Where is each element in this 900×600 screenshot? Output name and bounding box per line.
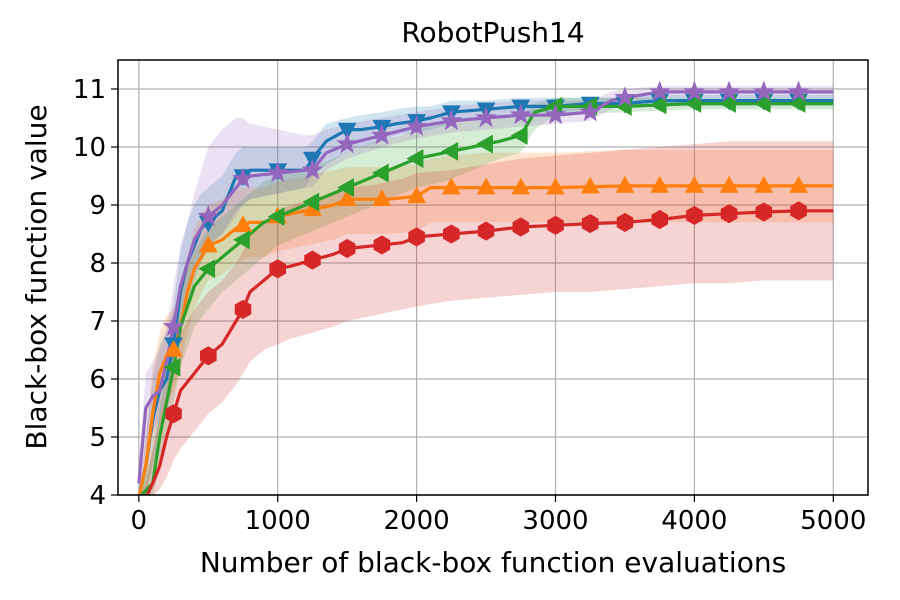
series-2-marker [232,230,250,250]
x-tick-label: 0 [131,506,148,536]
series-2-marker [476,134,493,154]
series-2-marker [510,126,528,145]
series-2-marker [337,178,354,197]
series-4-marker [232,167,254,189]
series-2-marker [198,259,216,279]
y-tick-label: 8 [89,249,106,279]
series-2-marker [371,163,389,183]
x-tick-label: 2000 [384,506,450,536]
series-3-marker [512,217,530,237]
series-markers [162,80,810,424]
series-4-marker [197,205,220,226]
series-1-marker [719,175,739,193]
series-1-marker [684,175,704,193]
series-1-marker [233,215,253,233]
series-3-marker [165,404,182,424]
series-2-marker [753,94,771,113]
series-1-marker [754,175,774,193]
series-1-marker [407,186,427,204]
series-2-marker [163,357,181,377]
series-1-marker [511,177,531,195]
series-1-marker [372,189,392,206]
series-4-marker [371,124,393,145]
series-2-marker [719,94,736,113]
series-0-marker [337,122,357,140]
y-tick-label: 11 [73,75,106,105]
series-2-marker [441,141,459,161]
y-tick-label: 5 [89,423,106,453]
series-2-marker [788,94,806,113]
plot-frame [117,59,869,496]
series-3-marker [373,235,391,255]
series-4-marker [753,80,775,102]
series-1-marker [164,339,183,357]
series-1-marker [546,177,565,195]
axis-ticks: 0 1000 2000 3000 4000 5000 4 5 6 7 8 9 10 11 [73,75,866,536]
series-3-marker [790,201,807,221]
grid [118,60,868,496]
series-2-marker [302,192,320,212]
y-tick-label: 9 [89,191,106,221]
series-2-marker [649,95,667,115]
series-4-marker [579,100,601,122]
x-tick-label: 5000 [800,506,866,536]
series-4-marker [510,103,532,125]
series-3-marker [408,227,425,247]
series-3-marker [269,259,286,279]
series-1-marker [650,175,670,193]
series-1-marker [337,189,357,206]
chart-title: RobotPush14 [401,16,584,49]
series-1-marker [441,177,461,195]
series-3-marker [234,299,252,319]
series-1-marker [789,175,808,193]
x-axis-label: Number of black-box function evaluations [200,546,786,579]
series-3-marker [720,204,738,224]
series-2-marker [684,94,702,113]
series-4-marker [475,106,497,128]
series-4-marker [683,80,706,102]
series-4-marker [440,109,463,131]
series-3-marker [338,238,356,259]
series-3-marker [200,346,217,366]
y-tick-label: 7 [89,307,106,337]
series-4-marker [301,158,324,180]
series-1-marker [615,175,635,193]
series-4-marker [718,80,740,102]
series-3-marker [304,250,321,270]
x-tick-label: 1000 [245,506,311,536]
series-3-marker [686,205,703,225]
x-tick-label: 4000 [661,506,727,536]
series-4-marker [405,115,428,136]
series-4-marker [544,103,567,125]
series-1-marker [580,176,600,194]
series-3-marker [581,214,599,234]
series-4-marker [614,86,636,107]
series-3-marker [477,221,495,241]
series-1-band [139,149,834,495]
x-tick-label: 3000 [522,506,588,536]
series-2-marker [267,207,285,226]
y-tick-label: 4 [89,481,106,511]
series-3-line [145,209,834,495]
series-3-band [140,141,834,495]
series-4-marker [648,80,671,102]
series-1-marker [476,177,496,195]
series-4-marker [266,161,289,183]
series-2-marker [406,149,424,168]
series-4-marker [787,80,810,102]
y-tick-label: 10 [73,133,106,163]
series-3-marker [443,224,460,244]
series-4-marker [336,132,358,154]
series-3-marker [616,212,634,232]
series-4-marker [162,315,185,337]
series-3-marker [651,209,668,230]
series-3-marker [547,215,564,235]
series-1-marker [198,235,218,253]
y-axis-label: Black-box function value [20,104,53,449]
y-tick-label: 6 [89,365,106,395]
series-3-marker [755,202,773,222]
